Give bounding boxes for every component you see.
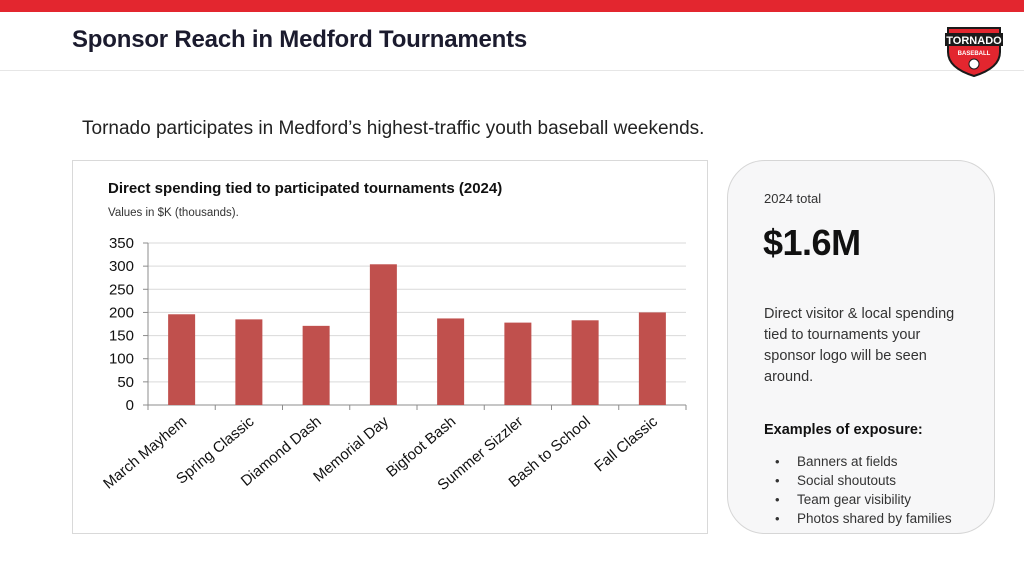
bar-bash-to-school [571, 320, 599, 405]
x-tick-label: March Mayhem [100, 413, 190, 492]
tornado-logo: TORNADO BASEBALL [945, 27, 1003, 78]
top-accent-bar [0, 0, 1024, 12]
y-tick-label: 350 [109, 235, 134, 252]
list-item: Banners at fields [764, 452, 952, 471]
examples-list: Banners at fields Social shoutouts Team … [764, 452, 952, 528]
list-item: Social shoutouts [764, 471, 952, 490]
logo-wordmark: TORNADO [946, 35, 1002, 47]
summary-value: $1.6M [763, 222, 861, 263]
y-tick-label: 100 [109, 351, 134, 368]
bar-memorial-day [369, 264, 397, 405]
bar-fall-classic [638, 312, 666, 405]
y-tick-label: 50 [117, 374, 134, 391]
summary-description: Direct visitor & local spending tied to … [764, 306, 955, 385]
chart-title: Direct spending tied to participated tou… [108, 180, 503, 197]
page-subtitle: Tornado participates in Medford’s highes… [82, 118, 705, 139]
bar-diamond-dash [302, 325, 330, 405]
list-item: Photos shared by families [764, 509, 952, 528]
y-tick-label: 200 [109, 304, 134, 321]
x-tick-label: Fall Classic [591, 413, 661, 476]
header-band [0, 12, 1024, 71]
examples-heading: Examples of exposure: [764, 422, 923, 438]
bar-summer-sizzler [504, 322, 532, 405]
y-tick-label: 150 [109, 328, 134, 345]
list-item: Team gear visibility [764, 490, 952, 509]
bar-spring-classic [235, 319, 263, 405]
logo-subtext: BASEBALL [958, 51, 991, 57]
y-tick-label: 250 [109, 281, 134, 298]
y-tick-label: 0 [126, 397, 134, 414]
y-tick-label: 300 [109, 258, 134, 275]
bar-bigfoot-bash [437, 318, 465, 405]
baseball-icon [968, 58, 980, 70]
chart-note: Values in $K (thousands). [108, 207, 239, 219]
bar-march-mayhem [168, 314, 196, 405]
summary-label: 2024 total [764, 191, 822, 206]
page-title: Sponsor Reach in Medford Tournaments [72, 26, 528, 53]
